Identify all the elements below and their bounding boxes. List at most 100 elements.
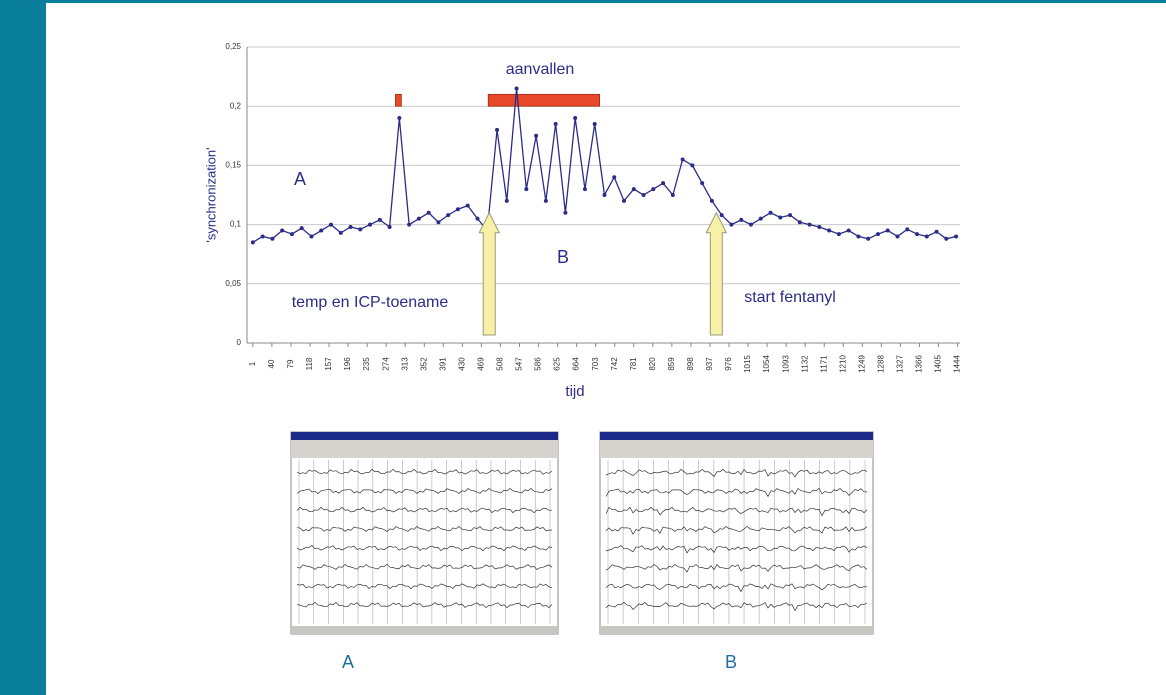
data-point bbox=[290, 232, 294, 236]
screenshot-frame bbox=[291, 432, 558, 634]
arrow-label: temp en ICP-toename bbox=[292, 294, 449, 311]
y-tick-label: 0,25 bbox=[225, 42, 241, 51]
data-point bbox=[788, 213, 792, 217]
data-point bbox=[251, 240, 255, 244]
y-tick-label: 0,1 bbox=[230, 220, 242, 229]
x-tick-label: 1132 bbox=[800, 355, 809, 373]
x-tick-label: 391 bbox=[438, 357, 447, 371]
data-point bbox=[319, 229, 323, 233]
y-tick-label: 0,15 bbox=[225, 161, 241, 170]
x-tick-label: 859 bbox=[667, 357, 676, 371]
x-tick-label: 313 bbox=[400, 357, 409, 371]
data-point bbox=[524, 187, 528, 191]
page: 'synchronization' tijd A B 0 0,05 0,1 0,15 0… bbox=[0, 0, 1166, 695]
data-point bbox=[925, 234, 929, 238]
x-tick-label: 235 bbox=[362, 357, 371, 371]
x-tick-label: 430 bbox=[457, 357, 466, 371]
data-point bbox=[681, 157, 685, 161]
panel-label: B bbox=[725, 652, 737, 672]
data-point bbox=[270, 237, 274, 241]
y-tick-label: 0 bbox=[237, 338, 242, 347]
data-point bbox=[544, 199, 548, 203]
data-point bbox=[837, 232, 841, 236]
y-axis-label: 'synchronization' bbox=[203, 147, 218, 242]
arrow bbox=[479, 213, 499, 335]
x-tick-label: 586 bbox=[534, 357, 543, 371]
data-point bbox=[602, 193, 606, 197]
x-tick-label: 1093 bbox=[781, 355, 790, 373]
x-tick-label: 1015 bbox=[743, 355, 752, 373]
data-point bbox=[300, 226, 304, 230]
data-point bbox=[710, 199, 714, 203]
x-axis-label: tijd bbox=[565, 383, 584, 400]
data-point bbox=[407, 223, 411, 227]
arrow-label: start fentanyl bbox=[744, 289, 836, 306]
data-point bbox=[329, 223, 333, 227]
seizure-label: aanvallen bbox=[506, 61, 575, 78]
data-point bbox=[368, 223, 372, 227]
data-point bbox=[573, 116, 577, 120]
data-point bbox=[456, 207, 460, 211]
panel-label: A bbox=[342, 652, 354, 672]
data-point bbox=[309, 234, 313, 238]
side-band bbox=[0, 0, 46, 695]
data-point bbox=[651, 187, 655, 191]
seizure-bar bbox=[488, 94, 599, 106]
y-tick-label: 0,05 bbox=[225, 279, 241, 288]
data-point bbox=[720, 213, 724, 217]
data-point bbox=[671, 193, 675, 197]
screenshots bbox=[291, 432, 873, 634]
x-tick-label: 1405 bbox=[934, 355, 943, 373]
data-point bbox=[563, 211, 567, 215]
x-tick-label: 937 bbox=[705, 357, 714, 371]
data-point bbox=[622, 199, 626, 203]
x-tick-label: 1444 bbox=[953, 355, 962, 373]
x-tick-label: 976 bbox=[724, 357, 733, 371]
data-point bbox=[778, 215, 782, 219]
x-tick-label: 157 bbox=[324, 357, 333, 371]
x-tick-label: 1171 bbox=[819, 355, 828, 373]
data-point bbox=[446, 213, 450, 217]
data-point bbox=[690, 163, 694, 167]
x-tick-label: 1 bbox=[248, 361, 257, 366]
data-point bbox=[261, 234, 265, 238]
x-tick-label: 625 bbox=[553, 357, 562, 371]
x-tick-label: 1366 bbox=[915, 355, 924, 373]
data-point bbox=[700, 181, 704, 185]
annotation: B bbox=[557, 247, 569, 267]
data-point bbox=[866, 237, 870, 241]
x-tick-label: 469 bbox=[477, 357, 486, 371]
data-point bbox=[583, 187, 587, 191]
data-point bbox=[808, 223, 812, 227]
x-tick-label: 742 bbox=[610, 357, 619, 371]
data-point bbox=[466, 204, 470, 208]
x-tick-label: 40 bbox=[267, 359, 276, 368]
x-tick-label: 547 bbox=[515, 357, 524, 371]
x-tick-label: 196 bbox=[343, 357, 352, 371]
annotation: A bbox=[294, 169, 306, 189]
data-point bbox=[739, 218, 743, 222]
data-point bbox=[856, 234, 860, 238]
top-border bbox=[0, 0, 1166, 3]
x-tick-label: 1054 bbox=[762, 355, 771, 373]
data-point bbox=[612, 175, 616, 179]
data-point bbox=[915, 232, 919, 236]
data-point bbox=[358, 227, 362, 231]
arrow bbox=[706, 213, 726, 335]
data-point bbox=[427, 211, 431, 215]
chart: 'synchronization' tijd A B 0 0,05 0,1 0,15 0… bbox=[0, 0, 1166, 695]
data-point bbox=[349, 225, 353, 229]
data-point bbox=[417, 217, 421, 221]
data-point bbox=[632, 187, 636, 191]
x-tick-label: 664 bbox=[572, 357, 581, 371]
y-tick-label: 0,2 bbox=[230, 101, 242, 110]
data-point bbox=[505, 199, 509, 203]
x-tick-label: 1249 bbox=[857, 355, 866, 373]
data-point bbox=[397, 116, 401, 120]
data-point bbox=[378, 218, 382, 222]
x-tick-label: 352 bbox=[419, 357, 428, 371]
x-tick-label: 820 bbox=[648, 357, 657, 371]
screenshot-taskbar bbox=[291, 626, 558, 634]
data-point bbox=[495, 128, 499, 132]
data-point bbox=[827, 229, 831, 233]
